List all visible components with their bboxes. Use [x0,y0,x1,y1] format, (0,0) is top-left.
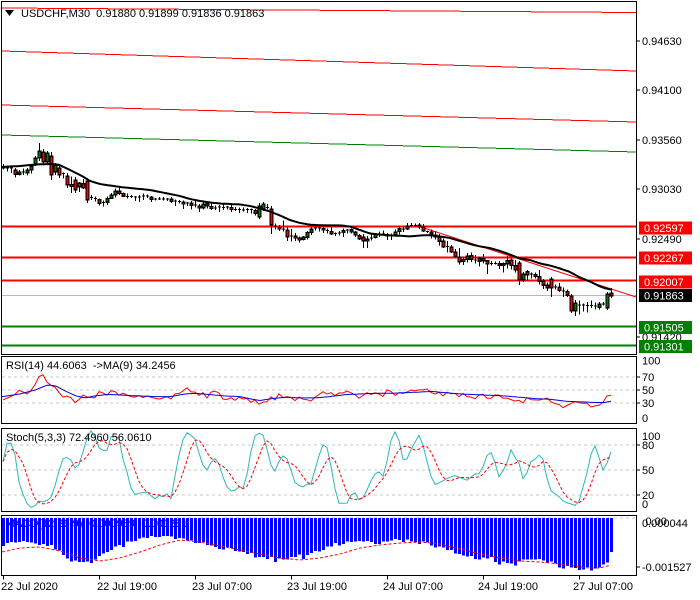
svg-text:USDCHF,M30 0.91880 0.91899 0.: USDCHF,M30 0.91880 0.91899 0.91836 0.918… [21,8,264,20]
svg-text:0.000044: 0.000044 [642,518,688,530]
svg-text:20: 20 [642,490,654,502]
svg-text:0.92597: 0.92597 [644,223,684,235]
svg-text:Stoch(5,3,3) 72.4960 56.0610: Stoch(5,3,3) 72.4960 56.0610 [6,432,152,444]
svg-text:-0.001527: -0.001527 [642,562,692,574]
svg-text:50: 50 [642,465,654,477]
svg-text:0.94100: 0.94100 [642,85,682,97]
svg-text:22 Jul 2020: 22 Jul 2020 [1,581,58,593]
svg-text:23 Jul 19:00: 23 Jul 19:00 [287,581,347,593]
svg-text:100: 100 [642,431,660,443]
svg-text:0.94630: 0.94630 [642,36,682,48]
svg-text:100: 100 [642,356,660,368]
svg-text:22 Jul 19:00: 22 Jul 19:00 [97,581,157,593]
svg-text:24 Jul 07:00: 24 Jul 07:00 [383,581,443,593]
svg-text:0.92490: 0.92490 [642,234,682,246]
svg-text:0.92267: 0.92267 [644,253,684,265]
svg-text:50: 50 [642,385,654,397]
svg-text:0.91505: 0.91505 [644,323,684,335]
svg-text:23 Jul 07:00: 23 Jul 07:00 [192,581,252,593]
svg-text:0: 0 [642,413,648,425]
svg-text:0.00: 0.00 [646,516,667,528]
svg-text:0.91301: 0.91301 [644,342,684,354]
svg-text:0.93560: 0.93560 [642,135,682,147]
svg-text:0.93030: 0.93030 [642,184,682,196]
svg-text:0: 0 [642,499,648,511]
svg-text:30: 30 [642,398,654,410]
svg-text:0.91863: 0.91863 [644,291,684,303]
svg-text:24 Jul 19:00: 24 Jul 19:00 [478,581,538,593]
svg-text:27 Jul 07:00: 27 Jul 07:00 [573,581,633,593]
svg-text:70: 70 [642,372,654,384]
svg-text:RSI(14) 44.6063 ->MA(9) 34.24: RSI(14) 44.6063 ->MA(9) 34.2456 [6,360,176,372]
svg-text:80: 80 [642,440,654,452]
svg-text:0.92007: 0.92007 [644,277,684,289]
